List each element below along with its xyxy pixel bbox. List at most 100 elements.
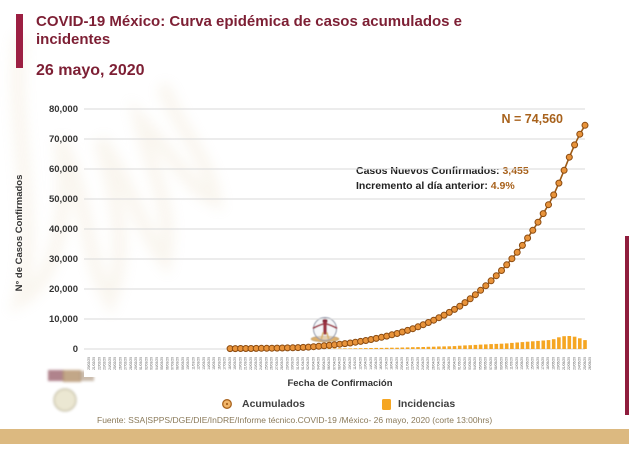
svg-text:22/04/20: 22/04/20 (411, 357, 415, 370)
svg-text:06/05/20: 06/05/20 (484, 357, 488, 370)
svg-text:02/05/20: 02/05/20 (463, 357, 467, 370)
svg-text:23/03/20: 23/03/20 (254, 357, 258, 370)
svg-text:04/04/20: 04/04/20 (317, 357, 321, 370)
svg-text:01/03/20: 01/03/20 (139, 357, 143, 370)
svg-text:08/04/20: 08/04/20 (338, 357, 342, 370)
svg-text:22/03/20: 22/03/20 (249, 357, 253, 370)
svg-text:13/04/20: 13/04/20 (364, 357, 368, 370)
svg-text:60,000: 60,000 (49, 164, 78, 175)
svg-text:21/03/20: 21/03/20 (244, 357, 248, 370)
svg-text:27/03/20: 27/03/20 (275, 357, 279, 370)
svg-text:19/05/20: 19/05/20 (552, 357, 556, 370)
svg-text:12/05/20: 12/05/20 (515, 357, 519, 370)
svg-text:09/04/20: 09/04/20 (343, 357, 347, 370)
svg-text:0: 0 (73, 344, 78, 355)
svg-text:20,000: 20,000 (49, 284, 78, 295)
svg-text:20/04/20: 20/04/20 (400, 357, 404, 370)
svg-text:13/03/20: 13/03/20 (202, 357, 206, 370)
svg-text:04/03/20: 04/03/20 (155, 357, 159, 370)
svg-text:02/04/20: 02/04/20 (306, 357, 310, 370)
svg-text:15/03/20: 15/03/20 (212, 357, 216, 370)
svg-text:22/02/20: 22/02/20 (97, 357, 101, 370)
svg-text:06/03/20: 06/03/20 (165, 357, 169, 370)
svg-text:25/02/20: 25/02/20 (113, 357, 117, 370)
svg-text:03/04/20: 03/04/20 (311, 357, 315, 370)
svg-text:11/04/20: 11/04/20 (353, 357, 357, 370)
svg-text:20/02/20: 20/02/20 (87, 357, 91, 370)
svg-text:25/05/20: 25/05/20 (583, 357, 587, 370)
svg-text:17/03/20: 17/03/20 (223, 357, 227, 370)
svg-text:24/03/20: 24/03/20 (259, 357, 263, 370)
svg-text:25/04/20: 25/04/20 (426, 357, 430, 370)
svg-text:23/05/20: 23/05/20 (572, 357, 576, 370)
svg-text:16/05/20: 16/05/20 (536, 357, 540, 370)
svg-text:03/03/20: 03/03/20 (150, 357, 154, 370)
svg-text:14/04/20: 14/04/20 (369, 357, 373, 370)
svg-text:40,000: 40,000 (49, 224, 78, 235)
svg-text:07/03/20: 07/03/20 (171, 357, 175, 370)
svg-text:26/03/20: 26/03/20 (270, 357, 274, 370)
svg-text:15/04/20: 15/04/20 (374, 357, 378, 370)
svg-text:22/05/20: 22/05/20 (567, 357, 571, 370)
svg-text:18/04/20: 18/04/20 (390, 357, 394, 370)
svg-text:16/04/20: 16/04/20 (379, 357, 383, 370)
svg-text:28/04/20: 28/04/20 (442, 357, 446, 370)
svg-text:13/05/20: 13/05/20 (520, 357, 524, 370)
svg-text:24/05/20: 24/05/20 (578, 357, 582, 370)
svg-text:16/03/20: 16/03/20 (218, 357, 222, 370)
svg-text:30/04/20: 30/04/20 (452, 357, 456, 370)
svg-text:12/04/20: 12/04/20 (358, 357, 362, 370)
svg-text:19/04/20: 19/04/20 (395, 357, 399, 370)
svg-text:21/05/20: 21/05/20 (562, 357, 566, 370)
svg-text:09/03/20: 09/03/20 (181, 357, 185, 370)
svg-text:14/05/20: 14/05/20 (525, 357, 529, 370)
svg-text:06/04/20: 06/04/20 (327, 357, 331, 370)
svg-text:29/04/20: 29/04/20 (447, 357, 451, 370)
svg-text:50,000: 50,000 (49, 194, 78, 205)
svg-text:24/02/20: 24/02/20 (108, 357, 112, 370)
svg-text:05/03/20: 05/03/20 (160, 357, 164, 370)
svg-text:07/05/20: 07/05/20 (489, 357, 493, 370)
svg-text:11/05/20: 11/05/20 (510, 357, 514, 370)
svg-text:05/05/20: 05/05/20 (478, 357, 482, 370)
svg-text:08/03/20: 08/03/20 (176, 357, 180, 370)
svg-text:01/05/20: 01/05/20 (458, 357, 462, 370)
svg-text:26/04/20: 26/04/20 (431, 357, 435, 370)
svg-text:03/05/20: 03/05/20 (468, 357, 472, 370)
svg-text:04/05/20: 04/05/20 (473, 357, 477, 370)
svg-text:05/04/20: 05/04/20 (322, 357, 326, 370)
svg-text:26/02/20: 26/02/20 (118, 357, 122, 370)
svg-text:80,000: 80,000 (49, 104, 78, 115)
svg-text:10/05/20: 10/05/20 (505, 357, 509, 370)
svg-text:30/03/20: 30/03/20 (291, 357, 295, 370)
svg-text:08/05/20: 08/05/20 (494, 357, 498, 370)
svg-text:27/04/20: 27/04/20 (437, 357, 441, 370)
svg-text:01/04/20: 01/04/20 (301, 357, 305, 370)
svg-text:09/05/20: 09/05/20 (499, 357, 503, 370)
svg-text:07/04/20: 07/04/20 (332, 357, 336, 370)
svg-text:23/04/20: 23/04/20 (416, 357, 420, 370)
svg-text:70,000: 70,000 (49, 134, 78, 145)
svg-text:29/02/20: 29/02/20 (134, 357, 138, 370)
svg-text:10/03/20: 10/03/20 (186, 357, 190, 370)
svg-text:12/03/20: 12/03/20 (197, 357, 201, 370)
svg-text:30,000: 30,000 (49, 254, 78, 265)
svg-text:27/02/20: 27/02/20 (124, 357, 128, 370)
svg-text:20/05/20: 20/05/20 (557, 357, 561, 370)
svg-text:26/05/20: 26/05/20 (588, 357, 592, 370)
svg-text:02/03/20: 02/03/20 (144, 357, 148, 370)
svg-text:14/03/20: 14/03/20 (207, 357, 211, 370)
svg-text:17/05/20: 17/05/20 (541, 357, 545, 370)
svg-text:10/04/20: 10/04/20 (348, 357, 352, 370)
svg-text:24/04/20: 24/04/20 (421, 357, 425, 370)
svg-text:15/05/20: 15/05/20 (531, 357, 535, 370)
svg-text:18/03/20: 18/03/20 (228, 357, 232, 370)
svg-text:19/03/20: 19/03/20 (233, 357, 237, 370)
svg-text:11/03/20: 11/03/20 (191, 357, 195, 370)
svg-text:20/03/20: 20/03/20 (238, 357, 242, 370)
svg-text:21/02/20: 21/02/20 (92, 357, 96, 370)
svg-text:18/05/20: 18/05/20 (546, 357, 550, 370)
svg-text:17/04/20: 17/04/20 (385, 357, 389, 370)
svg-text:31/03/20: 31/03/20 (296, 357, 300, 370)
svg-text:28/03/20: 28/03/20 (280, 357, 284, 370)
